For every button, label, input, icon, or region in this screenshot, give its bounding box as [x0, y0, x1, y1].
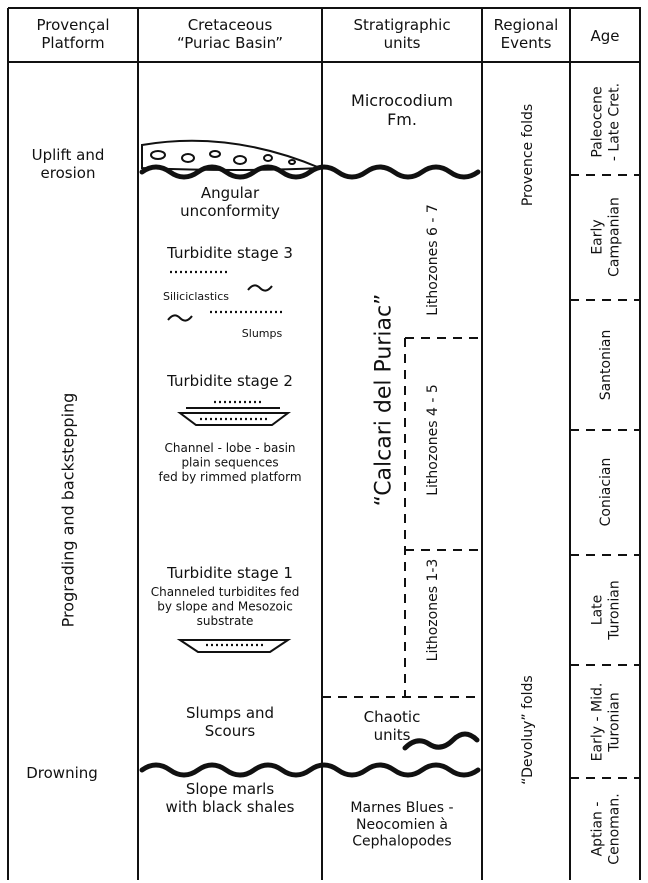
platform-drowning: Drowning [26, 764, 98, 782]
headers-events: Regional Events [494, 16, 559, 52]
units-microcodium-line: Microcodium [351, 91, 453, 110]
age-label: Paleocene- Late Cret. [590, 83, 623, 161]
age-label-line: Coniacian [598, 458, 614, 527]
frame [7, 7, 641, 880]
headers-basin-line: “Puriac Basin” [177, 34, 283, 52]
units-marnes-line: Neocomien à [356, 817, 448, 833]
units-marnes-line: Cephalopodes [352, 834, 451, 850]
platform-uplift: Uplift and erosion [32, 146, 105, 182]
units-chaotic-line: Chaotic [364, 708, 421, 726]
basin-scours-line: Scours [205, 722, 256, 740]
headers-units: Stratigraphic units [353, 16, 450, 52]
units-microcodium-line: Fm. [387, 110, 417, 129]
units-marnes: Marnes Blues -Neocomien à Cephalopodes [350, 800, 453, 850]
platform-uplift-line: Uplift and [32, 146, 105, 164]
turbidite-symbols [167, 270, 292, 653]
basin-stage2-note-line: fed by rimmed platform [158, 470, 301, 484]
platform-prograding: Prograding and backstepping [59, 393, 78, 628]
units-lz13: Lithozones 1-3 [425, 559, 441, 662]
units-calcari: “Calcari del Puriac” [372, 294, 397, 507]
basin-unconformity: Angular unconformity [180, 184, 280, 220]
age-label-line: Santonian [598, 330, 614, 401]
headers-platform-line: Provençal [36, 16, 109, 34]
unconformities [139, 164, 481, 778]
age-label-line: - Late Cret. [606, 83, 622, 161]
age-label-line: Turonian [606, 580, 622, 641]
basin-scours: Slumps and Scours [186, 704, 274, 740]
units-marnes-line: Marnes Blues - [350, 800, 453, 816]
basin-scours-line: Slumps and [186, 704, 274, 722]
events-provence: Provence folds [520, 104, 536, 206]
headers-units-line: Stratigraphic [353, 16, 450, 34]
basin-stage2-note-line: plain sequences [181, 455, 278, 469]
basin-siliciclastics: Siliciclastics [163, 290, 229, 303]
age-label: LateTuronian [590, 580, 623, 641]
age-label: EarlyCampanian [590, 197, 623, 277]
headers-units-line: units [384, 34, 421, 52]
age-label-line: Campanian [606, 197, 622, 277]
basin-stage2-note-line: Channel - lobe - basin [164, 441, 295, 455]
platform-uplift-line: erosion [41, 164, 96, 182]
headers-platform-line: Platform [41, 34, 104, 52]
headers-age-line: Age [590, 27, 619, 45]
basin-stage3: Turbidite stage 3 [166, 244, 293, 262]
basin-stage1: Turbidite stage 1 [166, 564, 293, 582]
age-label: Early - Mid.Turonian [590, 683, 623, 762]
basin-unconformity-line: Angular [201, 184, 260, 202]
basin-unconformity-line: unconformity [180, 202, 280, 220]
age-label-line: Paleocene [590, 86, 606, 157]
events-devoluy: “Devoluy” folds [520, 675, 536, 784]
basin-stage1-note-line: by slope and Mesozoic [157, 599, 293, 613]
age-label-line: Cenoman. [606, 793, 622, 864]
basin-stage2: Turbidite stage 2 [166, 372, 293, 390]
basin-stage1-note-line: substrate [197, 614, 254, 628]
labels: Provençal Platform Cretaceous “Puriac Basin… [26, 16, 622, 865]
age-label: Santonian [598, 330, 614, 401]
basin-stage1-note: Channeled turbidites fed by slope and Mes… [151, 585, 300, 628]
age-label-line: Early - Mid. [590, 683, 606, 762]
headers-basin: Cretaceous “Puriac Basin” [177, 16, 283, 52]
headers-events-line: Events [501, 34, 552, 52]
basin-stage2-note: Channel - lobe - basin plain sequences fed… [158, 441, 301, 484]
age-label-line: Early [590, 219, 606, 254]
age-label: Aptian -Cenoman. [590, 793, 623, 864]
headers-basin-line: Cretaceous [188, 16, 273, 34]
basin-marls-line: Slope marls [186, 780, 275, 798]
units-chaotic: Chaotic units [364, 708, 421, 744]
age-label-line: Turonian [606, 692, 622, 753]
conglomerate-lens [141, 139, 321, 171]
basin-marls-line: with black shales [166, 798, 295, 816]
basin-stage1-note-line: Channeled turbidites fed [151, 585, 300, 599]
units-lz67: Lithozones 6 - 7 [425, 204, 441, 316]
units-microcodium: Microcodium Fm. [351, 91, 453, 129]
age-label-line: Aptian - [590, 802, 606, 857]
age-label: Coniacian [598, 458, 614, 527]
units-chaotic-line: units [374, 726, 411, 744]
basin-marls: Slope marls with black shales [166, 780, 295, 816]
basin-slumps: Slumps [242, 327, 283, 340]
headers-events-line: Regional [494, 16, 559, 34]
headers-age: Age [590, 27, 619, 45]
headers-platform: Provençal Platform [36, 16, 109, 52]
units-lz45: Lithozones 4 - 5 [425, 384, 441, 496]
age-label-line: Late [590, 595, 606, 625]
